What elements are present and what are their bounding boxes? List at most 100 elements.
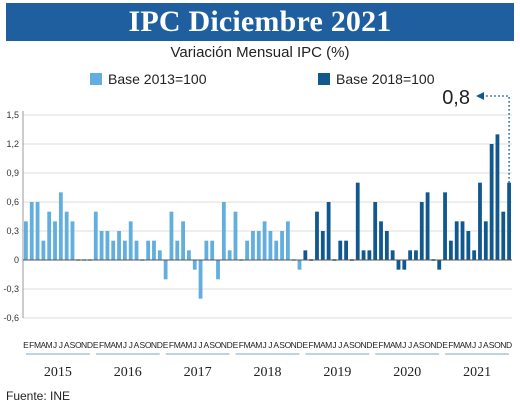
year-label: 2019 [323, 365, 351, 380]
bar-base-2018 [437, 260, 442, 270]
bar-base-2013 [169, 211, 174, 260]
month-letter: F [29, 340, 34, 350]
month-letter: J [262, 340, 266, 350]
bar-base-2013 [204, 240, 209, 260]
bar-base-2018 [402, 260, 407, 270]
bar-base-2013 [251, 231, 255, 260]
bar-base-2018 [367, 250, 372, 260]
month-letter: A [320, 340, 326, 350]
month-letter: N [360, 340, 366, 350]
month-letter: F [378, 340, 383, 350]
year-label: 2018 [254, 365, 282, 380]
y-tick-label: -0,3 [3, 284, 19, 294]
bar-base-2013 [105, 231, 110, 260]
y-tick-label: -0,6 [3, 313, 19, 323]
bar-base-2018 [495, 134, 500, 260]
month-letter: J [53, 340, 57, 350]
month-letter: F [448, 340, 453, 350]
month-letter: E [23, 340, 29, 350]
bar-base-2013 [70, 221, 75, 260]
bar-base-2018 [320, 231, 325, 260]
month-letter: A [460, 340, 466, 350]
annotation-arrowhead [476, 92, 484, 100]
bar-base-2013 [41, 240, 46, 260]
bar-base-2013 [111, 240, 116, 260]
month-letter: A [483, 340, 489, 350]
bar-base-2013 [146, 240, 151, 260]
bar-base-2018 [338, 240, 343, 260]
bar-base-2013 [268, 231, 273, 260]
month-letter: J [198, 340, 202, 350]
month-letter: N [291, 340, 297, 350]
bar-base-2018 [501, 211, 506, 260]
bar-base-2018 [408, 250, 413, 260]
bar-base-2013 [192, 260, 197, 270]
month-letter: O [75, 340, 82, 350]
bar-base-2018 [425, 192, 430, 260]
bar-base-2013 [181, 221, 185, 260]
month-letter: O [145, 340, 152, 350]
month-letter: A [413, 340, 419, 350]
month-letter: M [453, 340, 460, 350]
year-label: 2021 [463, 365, 491, 380]
month-letter: N [151, 340, 157, 350]
month-letter: D [366, 340, 372, 350]
bar-base-2018 [472, 250, 477, 260]
title-banner: IPC Diciembre 2021 [6, 3, 514, 41]
month-letter: S [489, 340, 495, 350]
bar-base-2013 [99, 231, 104, 260]
month-letter: F [239, 340, 244, 350]
month-letter: O [285, 340, 292, 350]
bar-base-2018 [443, 192, 447, 260]
month-letter: O [424, 340, 431, 350]
bar-base-2013 [24, 221, 28, 260]
month-letter: M [116, 340, 123, 350]
bar-base-2013 [233, 211, 238, 260]
chart-subtitle: Variación Mensual IPC (%) [170, 44, 350, 61]
year-label: 2020 [393, 365, 421, 380]
bar-base-2013 [53, 221, 57, 260]
y-tick-label: 0 [14, 255, 19, 265]
bar-base-2013 [227, 250, 232, 260]
bar-base-2018 [478, 182, 482, 260]
month-letter: M [244, 340, 251, 350]
y-tick-label: 0,3 [6, 226, 19, 236]
bar-base-2018 [507, 182, 511, 260]
month-letter: J [123, 340, 127, 350]
month-letter: N [500, 340, 506, 350]
source-note: Fuente: INE [6, 389, 71, 403]
month-letter: E [372, 340, 378, 350]
bar-base-2013 [122, 240, 127, 260]
month-letter: A [273, 340, 279, 350]
bar-base-2018 [303, 250, 308, 260]
month-letter: A [343, 340, 349, 350]
month-letter: D [436, 340, 442, 350]
y-tick-label: 0,6 [6, 197, 19, 207]
bar-base-2018 [373, 202, 378, 260]
month-letter: E [442, 340, 448, 350]
month-letter: N [430, 340, 436, 350]
year-label: 2017 [184, 365, 212, 380]
bar-base-2018 [326, 202, 331, 260]
month-letter: S [70, 340, 76, 350]
chart-title: IPC Diciembre 2021 [128, 5, 392, 38]
bar-base-2013 [198, 260, 203, 299]
month-letter: S [419, 340, 425, 350]
month-letter: M [174, 340, 181, 350]
bar-base-2013 [175, 240, 180, 260]
bar-base-2013 [163, 260, 168, 280]
bar-base-2013 [216, 260, 220, 280]
month-letter: O [215, 340, 222, 350]
annotation-callout [482, 95, 510, 183]
month-letter: A [390, 340, 396, 350]
bar-base-2018 [483, 221, 488, 260]
month-letter: A [110, 340, 116, 350]
bar-base-2013 [297, 260, 302, 270]
bar-base-2018 [460, 221, 465, 260]
month-letter: E [163, 340, 169, 350]
legend-item-base-2018: Base 2018=100 [318, 71, 434, 87]
legend-item-base-2013: Base 2013=100 [90, 71, 206, 87]
month-letter: O [354, 340, 361, 350]
